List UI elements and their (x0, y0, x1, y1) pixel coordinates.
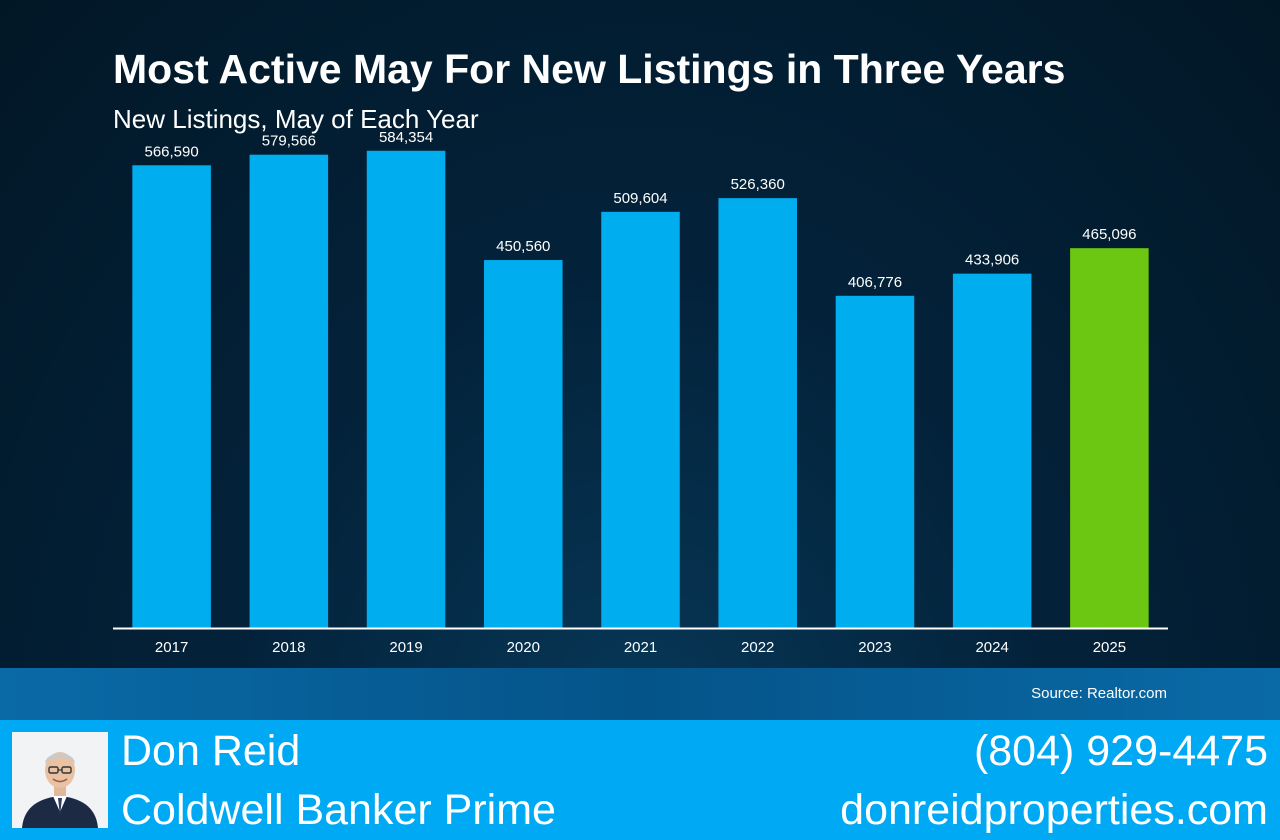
value-label-2024: 433,906 (965, 252, 1019, 269)
bar-2022 (718, 198, 797, 628)
agent-company: Coldwell Banker Prime (121, 786, 556, 834)
x-tick-label-2023: 2023 (858, 639, 891, 656)
agent-website[interactable]: donreidproperties.com (840, 786, 1268, 834)
bar-2025 (1070, 248, 1149, 628)
chart-area: Most Active May For New Listings in Thre… (0, 0, 1280, 668)
bar-2018 (249, 154, 329, 629)
x-tick-label-2017: 2017 (155, 639, 188, 656)
bar-chart: 566,590 2017 579,566 2018 584,354 2019 450,560… (132, 129, 1149, 656)
value-label-2020: 450,560 (496, 238, 550, 255)
agent-footer: Don Reid Coldwell Banker Prime (804) 929… (0, 720, 1280, 840)
bar-2020 (484, 260, 563, 628)
x-tick-label-2018: 2018 (272, 639, 305, 656)
x-tick-label-2020: 2020 (507, 639, 540, 656)
x-tick-label-2025: 2025 (1093, 639, 1126, 656)
bar-2021 (601, 211, 680, 628)
value-label-2022: 526,360 (731, 176, 785, 193)
agent-portrait-icon (12, 732, 108, 828)
x-tick-label-2019: 2019 (389, 639, 422, 656)
bar-2023 (835, 295, 915, 628)
x-tick-label-2021: 2021 (624, 639, 657, 656)
x-tick-label-2024: 2024 (975, 639, 1008, 656)
value-label-2017: 566,590 (144, 143, 198, 160)
value-label-2019: 584,354 (379, 129, 433, 146)
agent-name: Don Reid (121, 727, 301, 775)
value-label-2018: 579,566 (262, 133, 316, 150)
bar-2024 (952, 273, 1032, 628)
value-label-2025: 465,096 (1082, 226, 1136, 243)
x-tick-label-2022: 2022 (741, 639, 774, 656)
source-text: Source: Realtor.com (1031, 685, 1167, 702)
chart-title: Most Active May For New Listings in Thre… (113, 46, 1066, 92)
source-band: Source: Realtor.com (0, 668, 1280, 720)
agent-phone[interactable]: (804) 929-4475 (973, 727, 1268, 775)
bar-2017 (132, 165, 211, 628)
value-label-2021: 509,604 (613, 190, 667, 207)
value-label-2023: 406,776 (848, 274, 902, 291)
bar-2019 (366, 150, 446, 628)
chart-subtitle: New Listings, May of Each Year (113, 104, 479, 134)
